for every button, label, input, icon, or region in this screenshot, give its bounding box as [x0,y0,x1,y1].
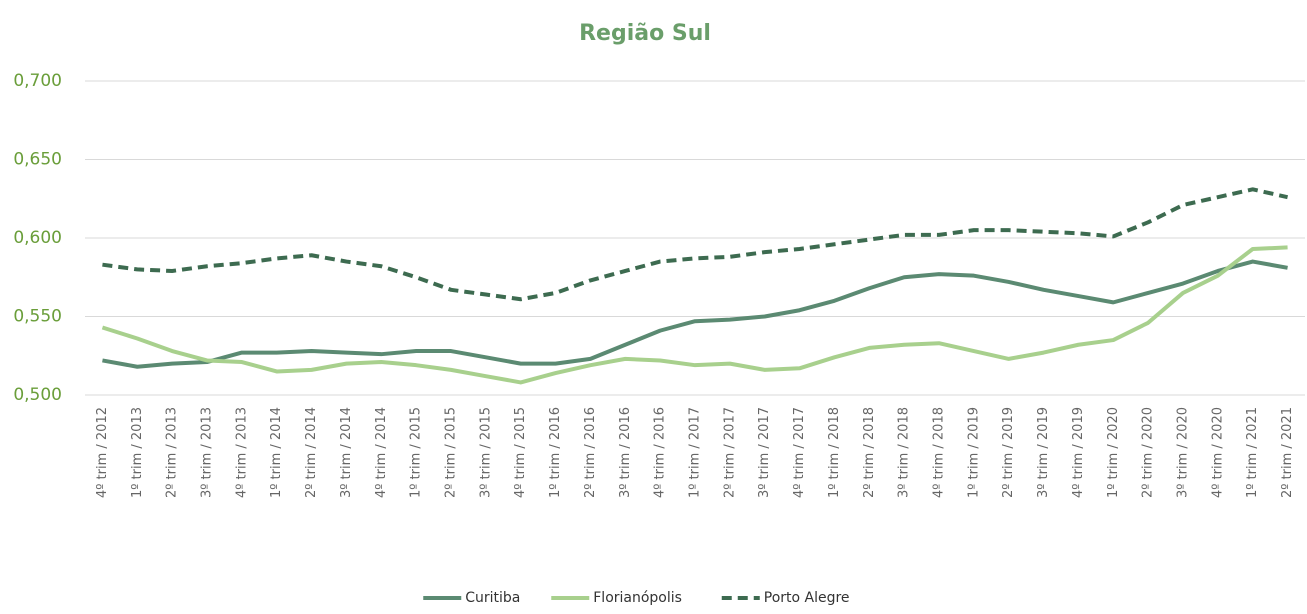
legend-label: Porto Alegre [764,590,850,606]
x-tick-label: 2º trim / 2020 [1141,407,1156,498]
x-tick-label: 2º trim / 2014 [304,407,319,498]
x-tick-label: 4º trim / 2015 [513,407,528,498]
x-tick-label: 4º trim / 2019 [1071,407,1086,498]
x-tick-label: 2º trim / 2021 [1280,407,1295,498]
x-tick-label: 4º trim / 2013 [234,407,249,498]
y-tick-label: 0,550 [13,307,62,327]
x-tick-label: 2º trim / 2018 [862,407,877,498]
x-tick-label: 4º trim / 2016 [653,407,668,498]
x-tick-label: 3º trim / 2020 [1176,407,1191,498]
x-tick-label: 2º trim / 2013 [165,407,180,498]
series-line [102,187,1289,302]
x-tick-label: 2º trim / 2015 [444,407,459,498]
x-tick-label: 1º trim / 2021 [1245,407,1260,498]
x-tick-label: 4º trim / 2018 [932,407,947,498]
x-tick-label: 2º trim / 2017 [722,407,737,498]
x-tick-label: 1º trim / 2013 [130,407,145,498]
chart-title: Região Sul [579,21,711,46]
legend-label: Florianópolis [593,590,682,606]
x-tick-label: 4º trim / 2012 [95,407,110,498]
series-line [102,259,1288,369]
x-tick-label: 3º trim / 2013 [200,407,215,498]
y-tick-label: 0,700 [13,71,62,91]
x-tick-label: 1º trim / 2014 [269,407,284,498]
x-tick-label: 2º trim / 2019 [1001,407,1016,498]
x-tick-label: 3º trim / 2016 [618,407,633,498]
x-tick-label: 3º trim / 2017 [757,407,772,498]
x-tick-label: 1º trim / 2020 [1106,407,1121,498]
x-tick-label: 1º trim / 2018 [827,407,842,498]
x-tick-label: 3º trim / 2018 [897,407,912,498]
x-tick-label: 2º trim / 2016 [583,407,598,498]
x-tick-label: 3º trim / 2014 [339,407,354,498]
x-tick-label: 3º trim / 2015 [478,407,493,498]
legend-label: Curitiba [465,590,520,606]
x-tick-label: 1º trim / 2016 [548,407,563,498]
x-tick-label: 3º trim / 2019 [1036,407,1051,498]
x-tick-label: 1º trim / 2019 [966,407,981,498]
x-tick-label: 4º trim / 2020 [1210,407,1225,498]
y-tick-label: 0,650 [13,150,62,170]
x-tick-label: 4º trim / 2014 [374,407,389,498]
series-line [101,245,1288,385]
y-tick-label: 0,600 [13,228,62,248]
x-tick-label: 1º trim / 2015 [409,407,424,498]
x-tick-label: 4º trim / 2017 [792,407,807,498]
y-tick-label: 0,500 [13,385,62,405]
x-tick-label: 1º trim / 2017 [688,407,703,498]
